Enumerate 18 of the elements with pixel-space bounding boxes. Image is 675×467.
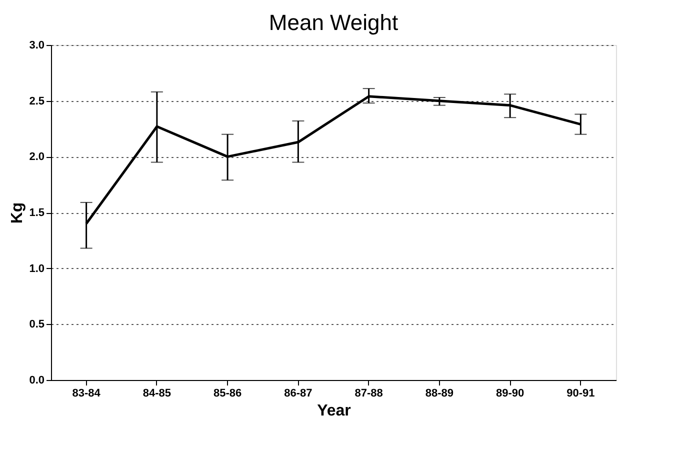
y-tick-label: 1.0 <box>29 262 44 275</box>
x-tick-label: 83-84 <box>72 388 102 400</box>
y-tick-label: 0.0 <box>29 374 44 386</box>
x-tick-label: 86-87 <box>284 388 312 400</box>
y-tick-label: 0.5 <box>29 318 44 331</box>
y-tick-label: 2.5 <box>29 95 44 108</box>
y-tick-label: 2.0 <box>29 151 44 164</box>
x-tick-label: 88-89 <box>425 388 454 400</box>
x-axis-title: Year <box>317 402 351 420</box>
x-tick-label: 90-91 <box>566 388 595 400</box>
x-tick-label: 87-88 <box>354 388 383 400</box>
chart-title: Mean Weight <box>268 10 398 35</box>
x-tick-label: 84-85 <box>142 388 172 400</box>
y-tick-label: 3.0 <box>29 40 44 52</box>
x-tick-label: 89-90 <box>496 388 524 400</box>
y-axis-title: Kg <box>9 202 26 224</box>
x-tick-label: 85-86 <box>213 388 242 400</box>
y-tick-label: 1.5 <box>29 207 44 219</box>
